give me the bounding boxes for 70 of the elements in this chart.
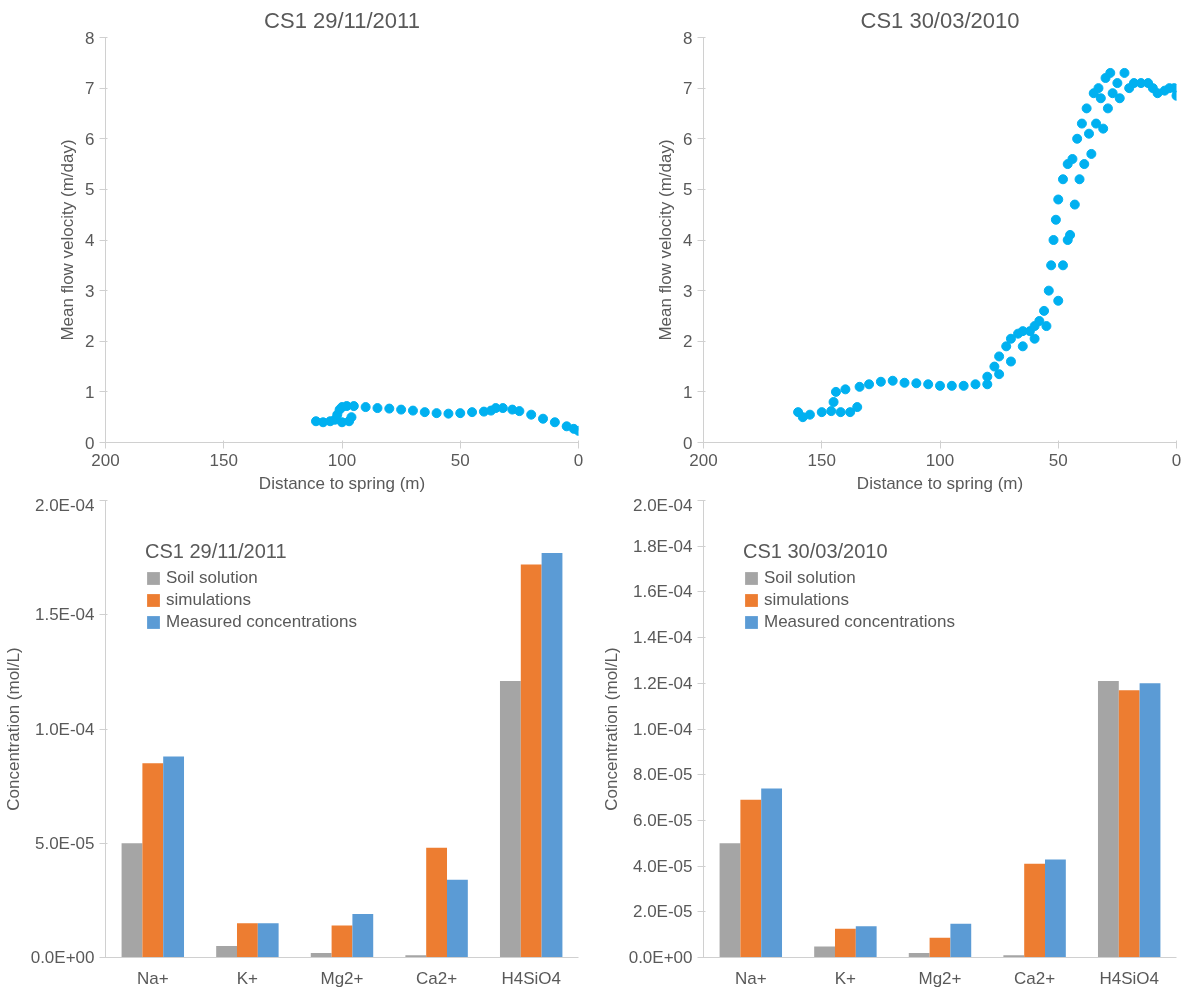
y-axis-title: Mean flow velocity (m/day) (58, 139, 78, 341)
legend-label: Soil solution (166, 568, 258, 588)
y-tick-label: 2.0E-04 (34, 495, 95, 515)
y-axis-title: Concentration (mol/L) (3, 647, 23, 811)
y-tick-label: 1.2E-04 (632, 673, 693, 693)
x-axis-title: Distance to spring (m) (258, 473, 426, 493)
y-tick-label: 5 (683, 180, 693, 200)
y-axis-title: Mean flow velocity (m/day) (656, 139, 676, 341)
legend-label: simulations (764, 590, 850, 610)
y-tick-label: 2.0E-04 (632, 495, 693, 515)
y-tick-label: 1.0E-04 (34, 719, 95, 739)
y-tick-label: 1.5E-04 (34, 605, 95, 625)
x-axis-title: Distance to spring (m) (856, 473, 1024, 493)
y-tick-label: 4.0E-05 (632, 856, 693, 876)
y-tick-label: 5 (85, 180, 95, 200)
x-tick-label: Mg2+ (320, 968, 364, 988)
y-tick-label: 3 (85, 281, 95, 301)
x-tick-label: K+ (834, 968, 857, 988)
y-tick-label: 1 (683, 382, 693, 402)
x-tick-label: K+ (236, 968, 259, 988)
y-tick-label: 8 (683, 28, 693, 48)
y-tick-label: 7 (683, 79, 693, 99)
legend-title: CS1 29/11/2011 (145, 540, 288, 563)
x-tick-label: 50 (1048, 450, 1068, 470)
x-tick-label: Na+ (136, 968, 169, 988)
y-tick-label: 1.6E-04 (632, 582, 693, 602)
y-tick-label: 1.4E-04 (632, 628, 693, 648)
y-tick-label: 2 (683, 332, 693, 352)
x-tick-label: 50 (450, 450, 470, 470)
y-tick-label: 4 (683, 231, 693, 250)
x-tick-label: H4SiO4 (1099, 968, 1159, 988)
y-tick-label: 1 (85, 382, 95, 402)
x-tick-label: 150 (807, 450, 836, 470)
legend-label: Measured concentrations (764, 612, 955, 632)
x-tick-label: 200 (91, 450, 120, 470)
y-tick-label: 1.8E-04 (632, 536, 693, 556)
x-tick-label: 0 (573, 450, 584, 470)
y-tick-label: 6 (683, 129, 693, 149)
legend-title: CS1 30/03/2010 (743, 540, 889, 563)
y-tick-label: 4 (85, 231, 95, 250)
y-tick-label: 5.0E-05 (34, 833, 95, 853)
chart-title: CS1 29/11/2011 (264, 7, 420, 33)
x-tick-label: Na+ (734, 968, 767, 988)
y-tick-label: 8.0E-05 (632, 765, 693, 785)
y-tick-label: 3 (683, 281, 693, 301)
y-tick-label: 6 (85, 129, 95, 149)
x-tick-label: Mg2+ (918, 968, 962, 988)
y-tick-label: 2.0E-05 (632, 902, 693, 922)
y-tick-label: 7 (85, 79, 95, 99)
y-tick-label: 6.0E-05 (632, 810, 693, 830)
x-tick-label: 0 (1171, 450, 1182, 470)
y-tick-label: 0 (683, 433, 693, 453)
y-tick-label: 1.0E-04 (632, 719, 693, 739)
x-tick-label: H4SiO4 (501, 968, 561, 988)
legend-label: Measured concentrations (166, 612, 357, 632)
x-tick-label: Ca2+ (1014, 968, 1056, 988)
x-tick-label: Ca2+ (416, 968, 458, 988)
x-tick-label: 150 (209, 450, 238, 470)
chart-title: CS1 30/03/2010 (860, 7, 1020, 33)
y-axis-title: Concentration (mol/L) (601, 647, 621, 811)
y-tick-label: 2 (85, 332, 95, 352)
y-tick-label: 0 (85, 433, 95, 453)
x-tick-label: 100 (925, 450, 955, 470)
legend-label: simulations (166, 590, 252, 610)
y-tick-label: 8 (85, 28, 95, 48)
y-tick-label: 0.0E+00 (30, 948, 95, 967)
x-tick-label: 200 (689, 450, 718, 470)
x-tick-label: 100 (327, 450, 357, 470)
legend-label: Soil solution (764, 568, 856, 588)
y-tick-label: 0.0E+00 (628, 948, 693, 967)
